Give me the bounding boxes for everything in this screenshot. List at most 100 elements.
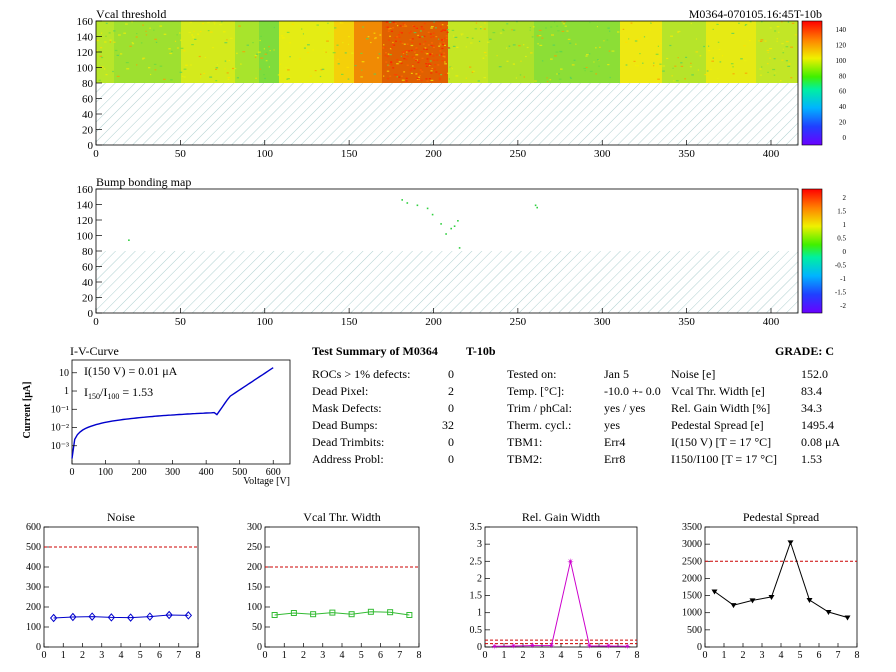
heat-pixel — [423, 22, 426, 25]
y-tick-label: 10⁻² — [51, 423, 69, 434]
y-tick-label: 20 — [82, 293, 94, 305]
heat-pixel — [281, 37, 285, 39]
heat-pixel — [444, 29, 447, 31]
heat-pixel — [406, 64, 409, 66]
module-id: M0364-070105.16:45T-10b — [689, 7, 822, 21]
heat-pixel — [436, 59, 439, 61]
heat-pixel — [176, 47, 179, 49]
heat-pixel — [370, 41, 372, 44]
heat-pixel — [391, 30, 393, 32]
summary-label: I(150 V) [T = 17 °C] — [671, 435, 771, 449]
heat-pixel — [153, 63, 157, 65]
heat-pixel — [426, 58, 429, 60]
heat-pixel — [240, 63, 242, 65]
x-tick-label: 3 — [320, 650, 325, 661]
heat-pixel — [625, 64, 628, 66]
heat-pixel — [382, 47, 385, 49]
heat-pixel — [426, 80, 429, 82]
heat-pixel — [677, 30, 681, 33]
heat-pixel — [405, 77, 408, 79]
heat-pixel — [730, 63, 734, 65]
x-tick-label: 3 — [540, 650, 545, 661]
y-tick-label: 160 — [77, 16, 94, 28]
heat-pixel — [393, 74, 396, 76]
y-tick-label: 50 — [252, 622, 262, 633]
heat-pixel — [430, 70, 433, 72]
iv-curve-line — [71, 367, 274, 459]
heat-pixel — [744, 60, 747, 62]
heat-pixel — [738, 22, 740, 24]
heat-pixel — [396, 63, 399, 65]
heat-pixel — [154, 69, 157, 71]
x-tick-label: 100 — [257, 148, 274, 160]
dead-bump — [406, 202, 409, 204]
heat-pixel — [506, 60, 509, 62]
heat-pixel — [401, 32, 403, 34]
heat-pixel — [776, 26, 780, 28]
y-tick-label: 300 — [26, 582, 41, 593]
heat-pixel — [268, 66, 270, 68]
heat-band — [662, 21, 706, 83]
iv-note-current: I(150 V) = 0.01 μA — [84, 364, 178, 378]
heat-pixel — [100, 66, 104, 68]
heat-pixel — [677, 31, 679, 33]
heat-pixel — [263, 48, 265, 50]
heat-pixel — [456, 46, 459, 48]
heat-pixel — [394, 37, 397, 39]
heat-pixel — [469, 66, 472, 68]
heat-pixel — [420, 26, 423, 28]
heat-pixel — [398, 34, 400, 36]
dead-bump — [458, 247, 461, 249]
heat-pixel — [394, 23, 397, 25]
y-tick-label: 400 — [26, 562, 41, 573]
heat-pixel — [408, 32, 411, 34]
heat-pixel — [96, 39, 99, 42]
heat-pixel — [634, 64, 637, 66]
heat-pixel — [265, 60, 268, 62]
heat-pixel — [373, 73, 377, 75]
scale-tick-label: -1.5 — [835, 289, 847, 297]
heat-pixel — [485, 55, 487, 57]
heat-pixel — [759, 68, 762, 70]
plot-title: Noise — [107, 510, 135, 524]
heat-pixel — [232, 67, 234, 70]
heat-pixel — [554, 55, 557, 57]
heat-pixel — [444, 44, 446, 46]
heat-pixel — [340, 22, 344, 24]
dead-bump — [426, 207, 429, 210]
heat-pixel — [287, 78, 290, 80]
heat-pixel — [523, 76, 525, 78]
heat-pixel — [108, 32, 111, 34]
heat-pixel — [487, 41, 490, 43]
heat-pixel — [327, 22, 329, 24]
heat-pixel — [586, 54, 589, 56]
x-tick-label: 6 — [597, 650, 602, 661]
heat-band — [235, 21, 259, 83]
heat-pixel — [427, 63, 430, 65]
x-tick-label: 200 — [425, 316, 442, 328]
heat-pixel — [286, 78, 289, 80]
x-tick-label: 8 — [635, 650, 640, 661]
heat-pixel — [435, 71, 438, 73]
heat-pixel — [545, 27, 547, 29]
x-tick-label: 8 — [855, 650, 860, 661]
heat-pixel — [708, 50, 711, 52]
heat-pixel — [609, 76, 611, 79]
plot-3: Pedestal Spread 0 1 2 3 4 5 6 7 8 0 500 1000 1500 2000… — [682, 510, 860, 661]
data-point: ✴ — [567, 556, 575, 566]
heat-pixel — [440, 30, 443, 32]
heat-pixel — [708, 45, 710, 47]
summary-label: Address Probl: — [312, 452, 384, 466]
heat-pixel — [603, 40, 605, 42]
x-tick-label: 2 — [301, 650, 306, 661]
heat-pixel — [409, 69, 412, 71]
y-tick-label: 0 — [88, 140, 94, 152]
heat-pixel — [401, 51, 404, 53]
heat-pixel — [114, 49, 118, 52]
heat-pixel — [257, 51, 261, 53]
heat-pixel — [764, 40, 767, 42]
heat-pixel — [412, 64, 415, 66]
heat-pixel — [265, 52, 268, 54]
heat-pixel — [440, 54, 443, 57]
heat-pixel — [314, 70, 317, 72]
